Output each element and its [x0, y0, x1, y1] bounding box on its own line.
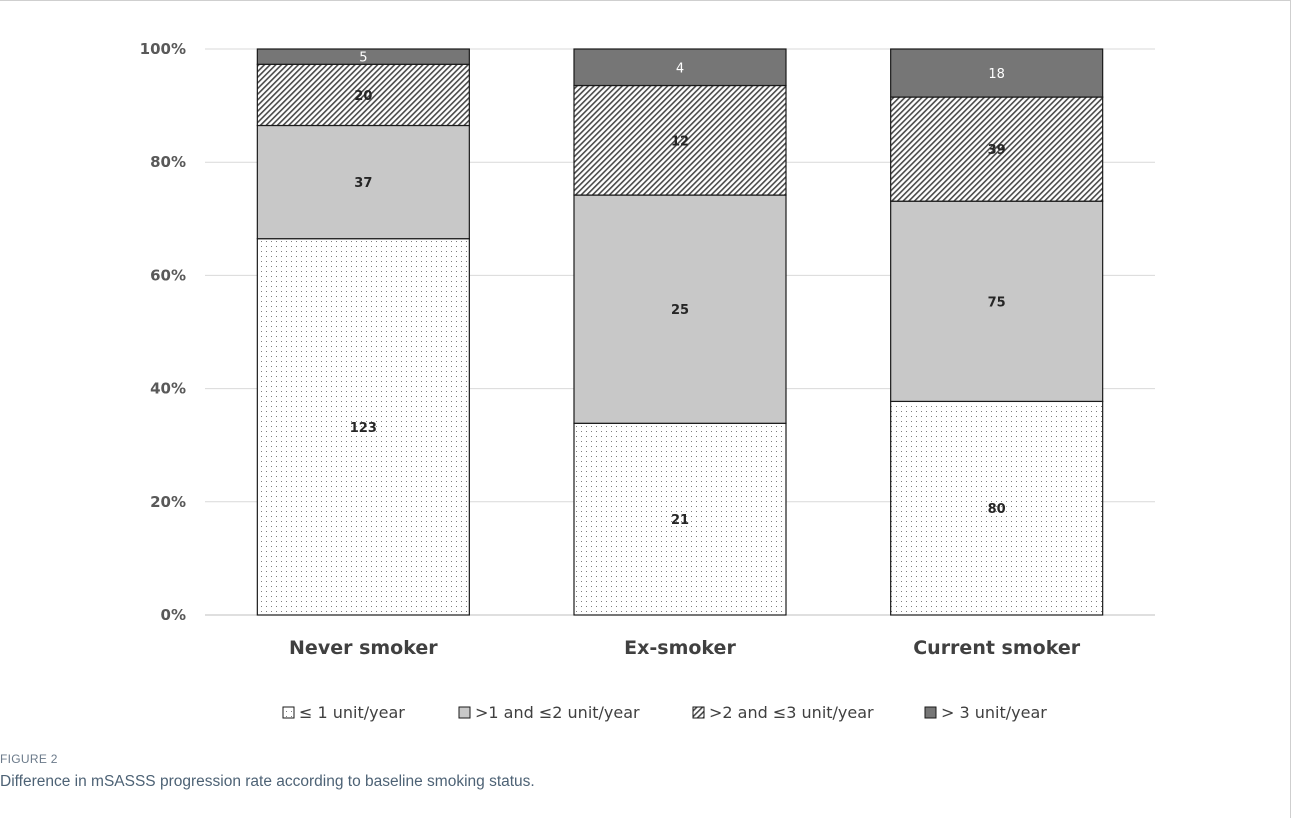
legend-label: >1 and ≤2 unit/year	[475, 703, 640, 722]
y-tick-label: 20%	[150, 493, 186, 511]
bar-segment-current-smoker-3	[890, 96, 1104, 202]
x-category-label: Never smoker	[289, 637, 438, 659]
bar-segment-never-smoker-3	[256, 63, 470, 127]
data-label: 25	[671, 303, 689, 318]
data-label: 123	[350, 421, 377, 436]
data-label: 18	[988, 67, 1005, 82]
bar-segment-current-smoker-4	[890, 48, 1104, 98]
y-tick-label: 0%	[161, 606, 186, 624]
bar-segment-never-smoker-1	[256, 238, 470, 616]
stacked-bar-chart: 0% 20% 40% 60% 80% 100% 123 37 20 5 21 25 12 4 80 75 39…	[140, 40, 1155, 722]
y-tick-label: 40%	[150, 380, 186, 398]
legend-swatch	[282, 706, 295, 719]
data-label: 80	[988, 502, 1006, 517]
y-tick-label: 60%	[150, 266, 186, 284]
legend: ≤ 1 unit/year >1 and ≤2 unit/year >2 and ≤…	[282, 703, 1047, 722]
bar-segment-ex-smoker-4	[573, 48, 787, 87]
bar-segment-current-smoker-1	[890, 400, 1104, 616]
bar-segment-ex-smoker-1	[573, 422, 787, 616]
y-tick-label: 100%	[140, 40, 186, 58]
x-axis-categories: Never smoker Ex-smoker Current smoker	[289, 637, 1081, 659]
legend-label: > 3 unit/year	[941, 703, 1047, 722]
legend-item-4: > 3 unit/year	[924, 703, 1047, 722]
legend-item-1: ≤ 1 unit/year	[282, 703, 405, 722]
legend-label: >2 and ≤3 unit/year	[709, 703, 874, 722]
x-category-label: Ex-smoker	[624, 637, 736, 659]
bar-segment-current-smoker-2	[890, 200, 1104, 403]
data-label: 12	[671, 134, 689, 149]
x-category-label: Current smoker	[913, 637, 1080, 659]
legend-label: ≤ 1 unit/year	[299, 703, 405, 722]
data-label: 37	[354, 176, 372, 191]
legend-item-3: >2 and ≤3 unit/year	[692, 703, 874, 722]
bar-segment-never-smoker-2	[256, 124, 470, 240]
bar-segment-never-smoker-4	[256, 48, 470, 65]
bars	[256, 48, 1104, 616]
data-label: 5	[359, 51, 367, 66]
y-tick-label: 80%	[150, 153, 186, 171]
bar-segment-ex-smoker-2	[573, 194, 787, 424]
legend-swatch	[924, 706, 937, 719]
data-label: 39	[988, 143, 1006, 158]
data-label: 75	[988, 295, 1006, 310]
legend-swatch	[692, 706, 705, 719]
bar-segment-ex-smoker-3	[573, 84, 787, 196]
data-label: 20	[354, 89, 372, 104]
data-label: 4	[676, 61, 684, 76]
data-labels: 123 37 20 5 21 25 12 4 80 75 39 18	[350, 51, 1006, 528]
y-axis-ticks: 0% 20% 40% 60% 80% 100%	[140, 40, 186, 624]
figure-label: FIGURE 2	[0, 752, 58, 766]
legend-swatch	[458, 706, 471, 719]
data-label: 21	[671, 513, 689, 528]
legend-item-2: >1 and ≤2 unit/year	[458, 703, 640, 722]
figure-caption: Difference in mSASSS progression rate ac…	[0, 773, 535, 790]
